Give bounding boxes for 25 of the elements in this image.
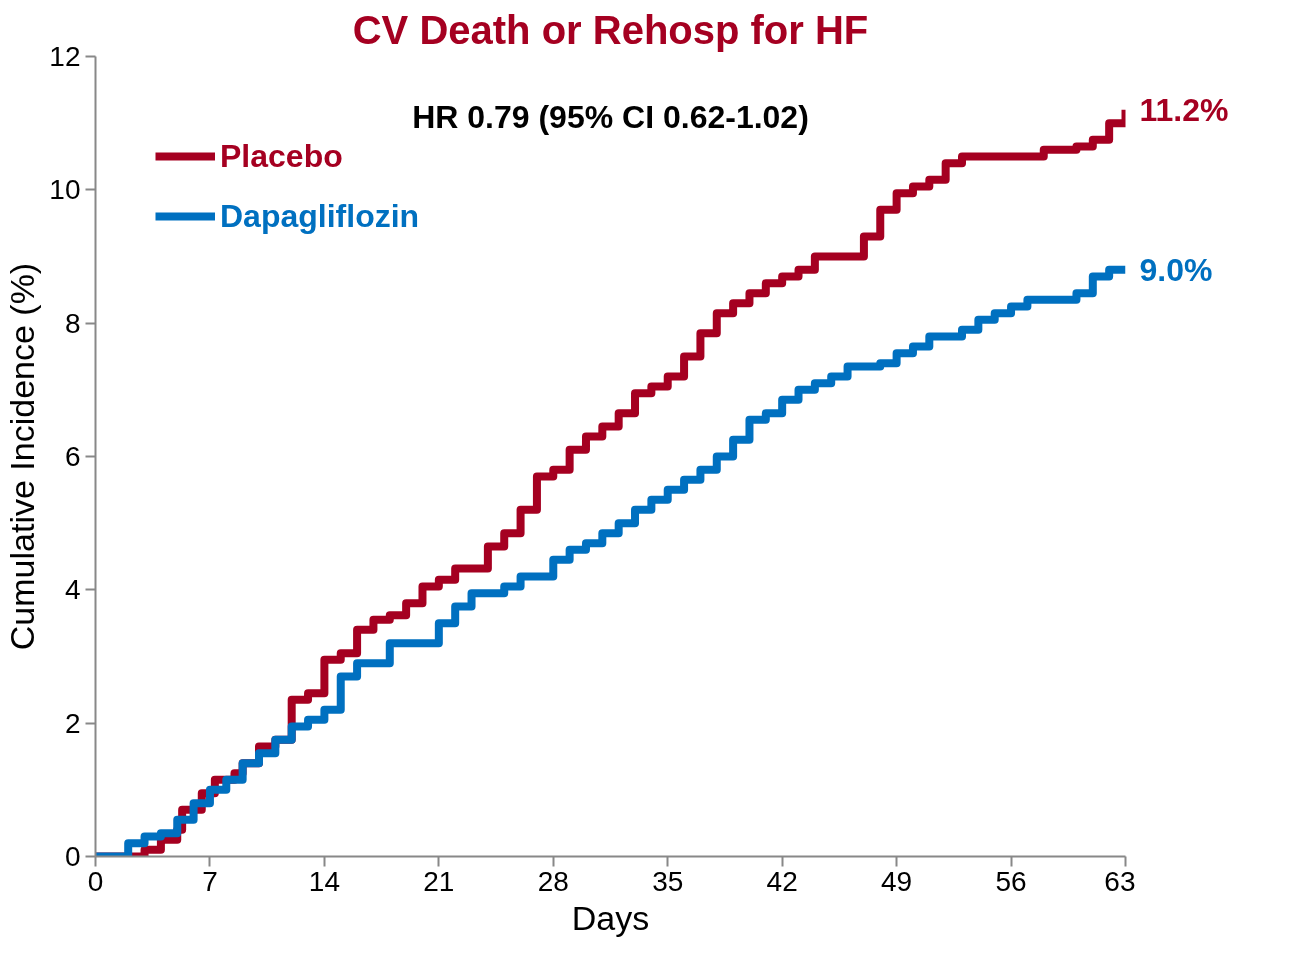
x-tick-label: 56	[995, 865, 1027, 897]
y-tick-label: 2	[64, 707, 81, 739]
y-axis-title: Cumulative Incidence (%)	[3, 262, 42, 651]
x-tick-label: 35	[652, 865, 684, 897]
annotation: 9.0%	[1139, 251, 1213, 288]
x-tick-label: 63	[1104, 865, 1136, 897]
x-tick-label: 21	[423, 865, 455, 897]
x-tick-label: 42	[766, 865, 798, 897]
annotation: HR 0.79 (95% CI 0.62-1.02)	[412, 98, 809, 135]
y-tick-label: 6	[64, 441, 81, 472]
legend-label: Placebo	[220, 136, 343, 176]
x-axis-title: Days	[571, 898, 650, 937]
x-tick-label: 0	[87, 865, 104, 897]
x-tick-label: 7	[202, 865, 218, 897]
annotation: 11.2%	[1139, 91, 1229, 128]
y-tick-label: 10	[49, 174, 81, 206]
y-tick-label: 4	[64, 574, 81, 606]
y-tick-label: 8	[64, 307, 81, 339]
x-tick-label: 14	[308, 865, 340, 897]
y-tick-label: 12	[49, 41, 81, 72]
x-tick-label: 49	[881, 865, 913, 897]
y-tick-label: 0	[64, 841, 81, 872]
legend-label: Dapagliflozin	[220, 196, 420, 236]
x-tick-label: 28	[537, 865, 569, 897]
chart-title: CV Death or Rehosp for HF	[352, 7, 869, 52]
